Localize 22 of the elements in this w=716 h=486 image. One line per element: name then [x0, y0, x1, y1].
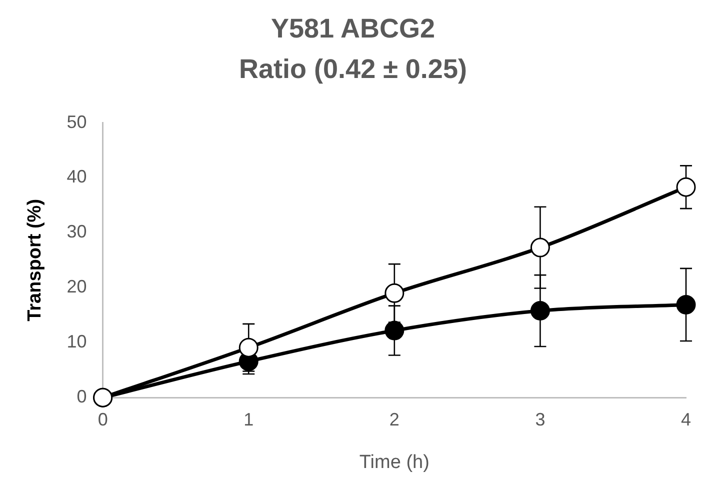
- chart-subtitle: Ratio (0.42 ± 0.25): [239, 54, 467, 84]
- y-tick-label: 40: [66, 166, 87, 187]
- y-tick-label: 0: [76, 386, 87, 407]
- point: [384, 283, 404, 303]
- point: [238, 338, 258, 358]
- point: [384, 320, 404, 340]
- point: [676, 294, 696, 314]
- chart-title: Y581 ABCG2: [270, 14, 436, 44]
- x-tick-label: 3: [535, 409, 546, 430]
- y-tick-label: 10: [66, 332, 87, 352]
- x-tick-label: 0: [98, 409, 108, 430]
- y-tick-label: 50: [66, 112, 87, 132]
- y-tick-label: 30: [66, 222, 87, 242]
- x-tick-label: 2: [389, 409, 400, 430]
- x-tick-label: 1: [244, 409, 254, 430]
- point: [530, 301, 550, 321]
- y-tick-label: 20: [66, 276, 87, 297]
- y-axis-title: Transport (%): [24, 198, 46, 322]
- point: [530, 238, 550, 258]
- x-axis-title: Time (h): [359, 452, 430, 473]
- point: [676, 177, 696, 197]
- x-tick-label: 4: [680, 409, 692, 430]
